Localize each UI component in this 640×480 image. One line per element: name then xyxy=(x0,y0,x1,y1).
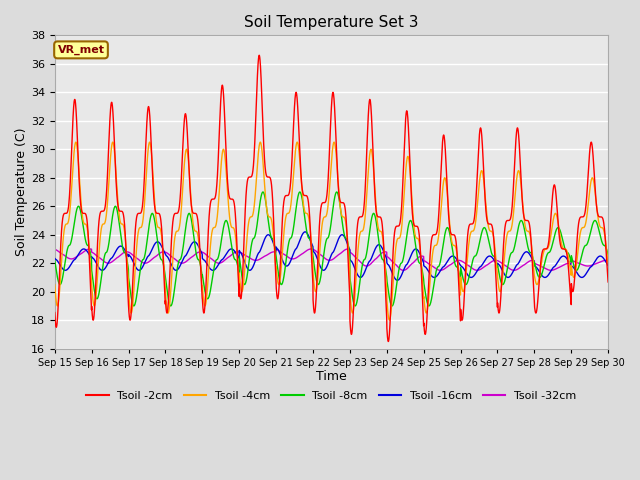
X-axis label: Time: Time xyxy=(316,371,347,384)
Text: VR_met: VR_met xyxy=(58,45,104,55)
Y-axis label: Soil Temperature (C): Soil Temperature (C) xyxy=(15,128,28,256)
Legend: Tsoil -2cm, Tsoil -4cm, Tsoil -8cm, Tsoil -16cm, Tsoil -32cm: Tsoil -2cm, Tsoil -4cm, Tsoil -8cm, Tsoi… xyxy=(82,387,581,406)
Title: Soil Temperature Set 3: Soil Temperature Set 3 xyxy=(244,15,419,30)
